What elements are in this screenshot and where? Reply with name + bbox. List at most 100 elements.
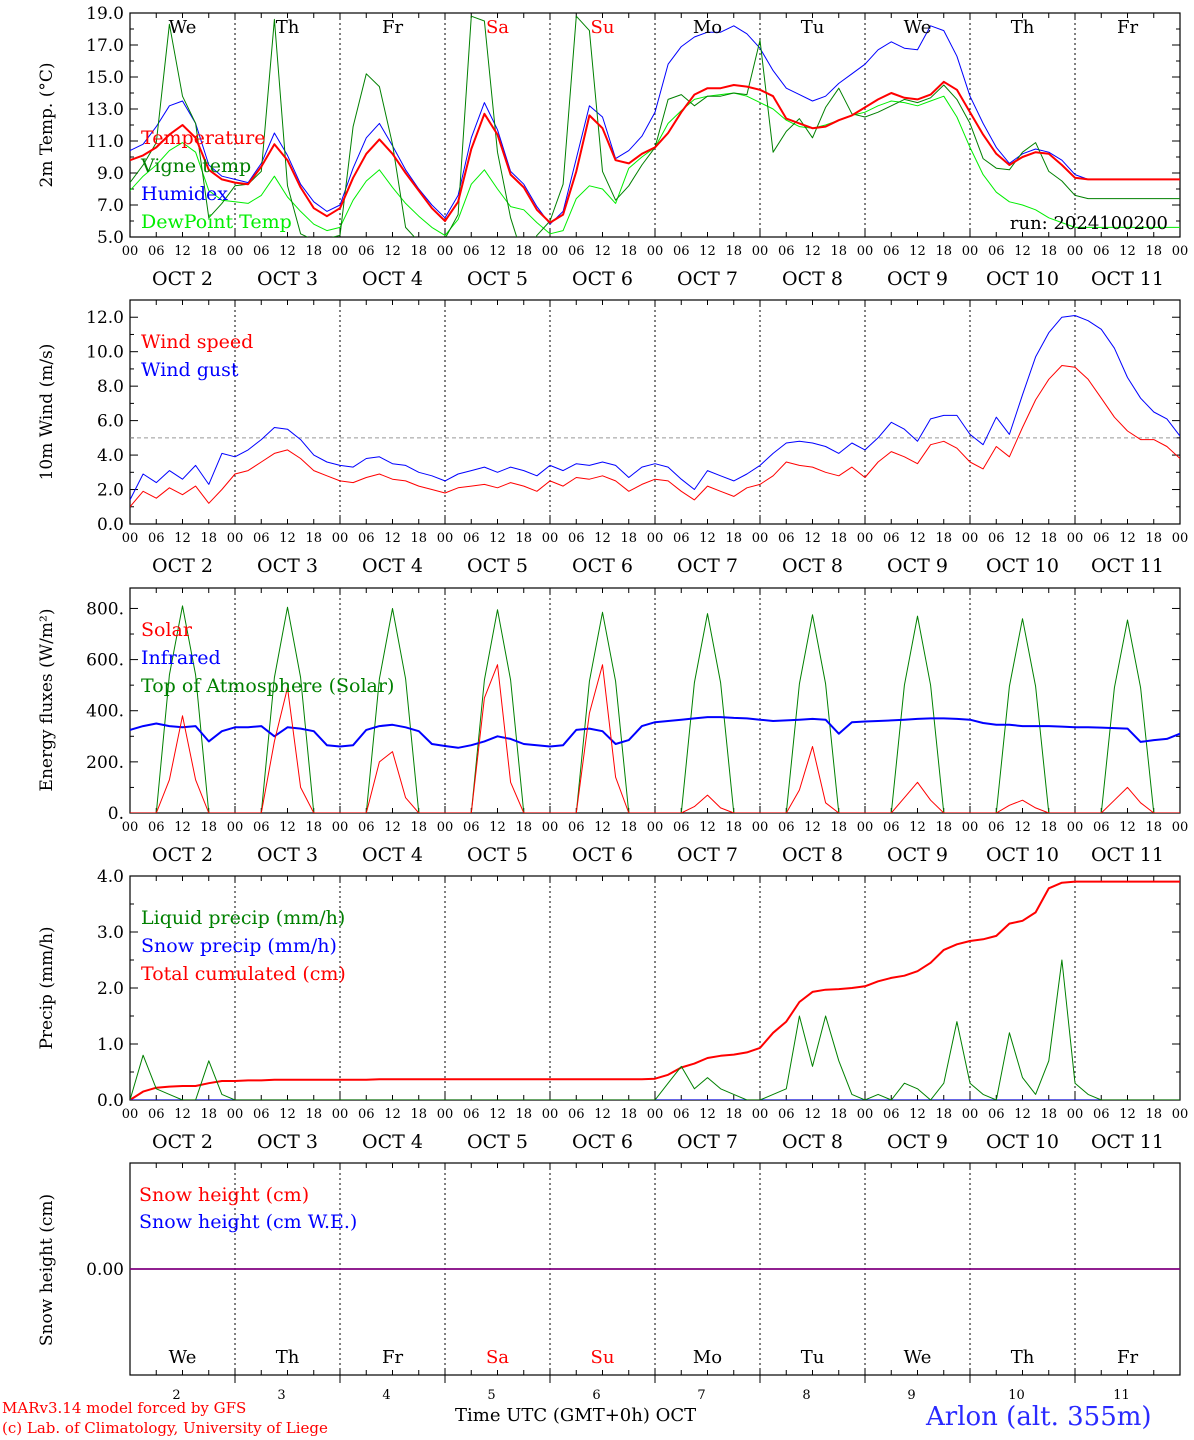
y-tick-label: 8.0 [97, 377, 124, 397]
hour-label: 00 [227, 1107, 244, 1122]
hour-label: 12 [699, 1107, 716, 1122]
y-tick-label: 0.00 [86, 1260, 124, 1280]
day-name: Mo [693, 17, 722, 38]
panel-4: 0.0 1.0 2.0 3.0 4.0 Precip (mm/h) Liquid preci… [37, 867, 1188, 1153]
day-number: 7 [697, 1388, 705, 1403]
day-name: Th [1011, 1347, 1035, 1368]
y-axis-title: 2m Temp. (°C) [37, 62, 57, 187]
hour-label: 18 [1040, 1107, 1057, 1122]
day-name: Th [276, 1347, 300, 1368]
hour-label: 00 [437, 531, 454, 546]
hour-label: 12 [699, 531, 716, 546]
hour-label: 00 [647, 244, 664, 259]
hour-label: 06 [148, 820, 165, 835]
hour-label: 12 [1119, 531, 1136, 546]
hour-label: 12 [279, 531, 296, 546]
date-label: OCT 7 [677, 844, 738, 866]
hour-label: 06 [568, 531, 585, 546]
hour-label: 18 [515, 244, 532, 259]
legend-entry: Humidex [141, 183, 228, 205]
date-label: OCT 11 [1091, 1131, 1164, 1153]
day-name: Mo [693, 1347, 722, 1368]
hour-label: 06 [1093, 820, 1110, 835]
hour-label: 00 [437, 244, 454, 259]
hour-label: 12 [1119, 820, 1136, 835]
hour-label: 18 [1040, 531, 1057, 546]
y-tick-label: 4.0 [97, 867, 124, 887]
hour-label: 00 [1172, 820, 1189, 835]
hour-label: 18 [620, 1107, 637, 1122]
date-label: OCT 9 [887, 844, 948, 866]
y-axis-title: Energy fluxes (W/m²) [37, 609, 57, 792]
day-number: 9 [907, 1388, 915, 1403]
hour-label: 06 [883, 244, 900, 259]
hour-label: 18 [830, 1107, 847, 1122]
hour-label: 06 [358, 1107, 375, 1122]
hour-label: 12 [1014, 244, 1031, 259]
hour-label: 12 [174, 244, 191, 259]
y-tick-label: 5.0 [97, 228, 124, 248]
legend-entry: Wind gust [141, 359, 239, 381]
date-label: OCT 6 [572, 555, 633, 577]
hour-label: 12 [804, 531, 821, 546]
hour-label: 06 [883, 1107, 900, 1122]
day-name: Sa [486, 17, 509, 38]
hour-label: 12 [1014, 820, 1031, 835]
date-label: OCT 2 [152, 268, 213, 290]
hour-label: 12 [1119, 1107, 1136, 1122]
date-label: OCT 11 [1091, 268, 1164, 290]
y-tick-label: 2.0 [97, 481, 124, 501]
legend-entry: Liquid precip (mm/h) [141, 907, 345, 929]
hour-label: 06 [148, 244, 165, 259]
date-label: OCT 7 [677, 268, 738, 290]
legend-entry: Total cumulated (cm) [141, 963, 346, 985]
hour-label: 18 [1145, 244, 1162, 259]
hour-label: 06 [778, 531, 795, 546]
date-label: OCT 10 [986, 1131, 1059, 1153]
hour-label: 18 [305, 820, 322, 835]
y-tick-label: 4.0 [97, 446, 124, 466]
day-name: Th [276, 17, 300, 38]
station-label: Arlon (alt. 355m) [926, 1402, 1152, 1432]
model-credit: MARv3.14 model forced by GFS [2, 1399, 247, 1417]
hour-label: 06 [673, 1107, 690, 1122]
series-line [130, 605, 1180, 813]
hour-label: 00 [542, 244, 559, 259]
hour-label: 18 [410, 244, 427, 259]
day-name: We [169, 17, 197, 38]
day-number: 5 [487, 1388, 495, 1403]
hour-label: 18 [725, 1107, 742, 1122]
day-number: 6 [592, 1388, 600, 1403]
hour-label: 00 [647, 1107, 664, 1122]
hour-label: 00 [122, 531, 139, 546]
date-label: OCT 6 [572, 268, 633, 290]
hour-label: 06 [463, 820, 480, 835]
hour-label: 12 [174, 531, 191, 546]
y-tick-label: 1.0 [97, 1035, 124, 1055]
hour-label: 12 [174, 1107, 191, 1122]
y-tick-label: 19.0 [86, 4, 124, 24]
hour-label: 12 [279, 244, 296, 259]
hour-label: 06 [253, 531, 270, 546]
hour-label: 00 [962, 820, 979, 835]
hour-label: 12 [384, 244, 401, 259]
hour-label: 06 [778, 820, 795, 835]
y-tick-label: 0. [108, 804, 124, 824]
date-label: OCT 8 [782, 555, 843, 577]
hour-label: 12 [594, 531, 611, 546]
hour-label: 12 [384, 820, 401, 835]
hour-label: 18 [410, 820, 427, 835]
hour-label: 06 [778, 1107, 795, 1122]
date-label: OCT 8 [782, 268, 843, 290]
hour-label: 12 [1119, 244, 1136, 259]
day-name: Sa [486, 1347, 509, 1368]
date-label: OCT 3 [257, 555, 318, 577]
panel-5: 0.00 Snow height (cm) Snow height (cm) Snow… [37, 1162, 1181, 1403]
hour-label: 00 [437, 820, 454, 835]
hour-label: 06 [253, 1107, 270, 1122]
y-tick-label: 10.0 [86, 343, 124, 363]
hour-label: 00 [962, 531, 979, 546]
hour-label: 06 [1093, 244, 1110, 259]
hour-label: 06 [148, 1107, 165, 1122]
hour-label: 18 [305, 244, 322, 259]
